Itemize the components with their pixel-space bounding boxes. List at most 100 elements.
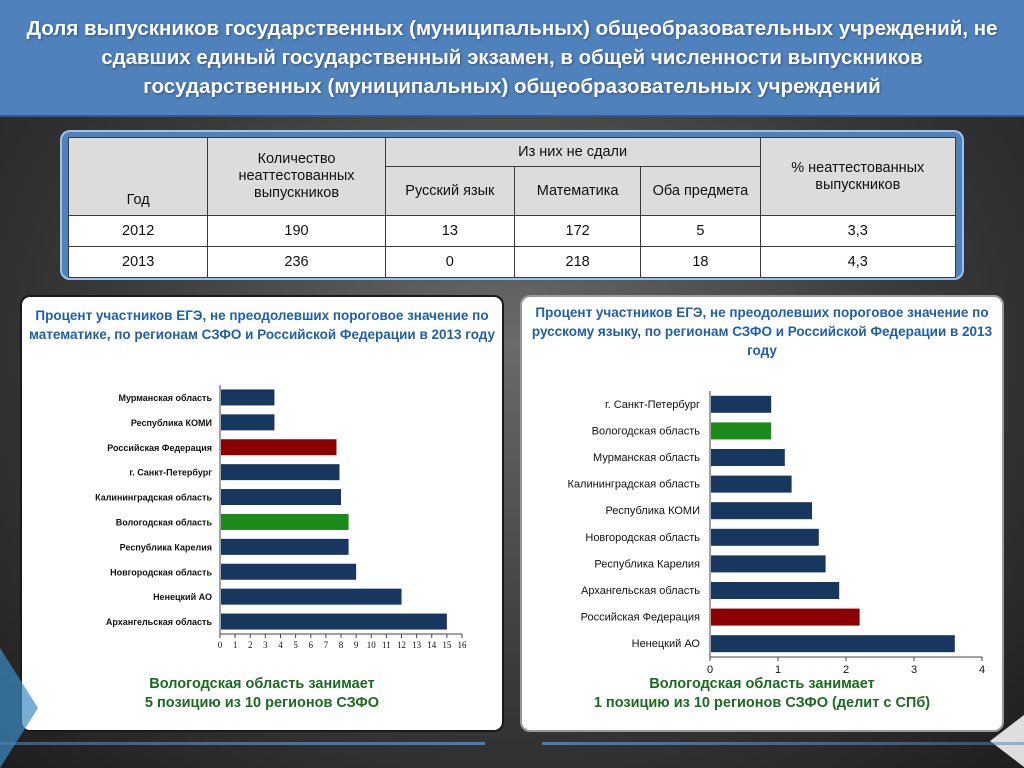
x-tick-label: 15	[442, 640, 452, 650]
category-label: Ненецкий АО	[632, 638, 701, 650]
cell-percent: 4,3	[759, 246, 957, 278]
math-footer: Вологодская область занимает 5 позицию и…	[22, 675, 502, 713]
x-tick-label: 2	[843, 664, 849, 676]
header-russian: Русский язык	[384, 166, 515, 216]
bar	[711, 608, 860, 626]
header-math: Математика	[513, 166, 642, 216]
cell-year: 2013	[67, 246, 209, 278]
title-bar: Доля выпускников государственных (муници…	[0, 0, 1024, 117]
category-label: Республика Карелия	[594, 558, 700, 570]
x-tick-label: 10	[367, 640, 377, 650]
x-tick-label: 4	[278, 640, 283, 650]
x-tick-label: 0	[707, 664, 713, 676]
category-label: Мурманская область	[118, 393, 212, 403]
bar	[221, 588, 402, 605]
category-label: Мурманская область	[593, 452, 700, 464]
cell-math: 172	[513, 215, 642, 247]
bar	[221, 613, 447, 630]
bar	[711, 582, 840, 599]
x-tick-label: 5	[293, 640, 298, 650]
header-percent: % неаттестованных выпускников	[759, 137, 957, 216]
cell-math: 218	[513, 246, 642, 278]
x-tick-label: 1	[775, 664, 781, 676]
table-subheader-row: Русский язык Математика Оба предмета	[69, 166, 956, 216]
stats-table: Год Количество неаттестованных выпускник…	[67, 137, 957, 278]
x-tick-label: 8	[339, 640, 344, 650]
slide-title: Доля выпускников государственных (муници…	[26, 17, 998, 98]
bar	[221, 538, 349, 555]
category-label: Российская Федерация	[581, 612, 700, 624]
category-label: Калининградская область	[95, 493, 212, 503]
cell-russian: 0	[384, 246, 515, 278]
bar	[711, 475, 792, 493]
bar	[221, 389, 275, 406]
cell-count: 236	[207, 246, 386, 278]
bar	[221, 563, 357, 580]
category-label: г. Санкт-Петербург	[129, 468, 212, 478]
bar	[221, 439, 337, 456]
category-label: Вологодская область	[592, 425, 701, 437]
math-footer-line1: Вологодская область занимает	[149, 676, 375, 692]
bar	[711, 635, 955, 653]
decor-line-right	[542, 742, 1024, 745]
category-label: Республика КОМИ	[605, 505, 700, 517]
x-tick-label: 13	[412, 640, 422, 650]
math-footer-line2: 5 позицию из 10 регионов СЗФО	[144, 695, 380, 711]
category-label: Республика КОМИ	[131, 418, 212, 428]
header-year: Год	[67, 137, 209, 216]
x-tick-label: 16	[458, 640, 468, 650]
x-tick-label: 6	[309, 640, 314, 650]
bar	[711, 528, 819, 546]
x-tick-label: 1	[233, 640, 238, 650]
x-tick-label: 3	[263, 640, 268, 650]
bar	[221, 414, 275, 431]
cell-both: 18	[640, 246, 761, 278]
cell-year: 2012	[67, 215, 209, 247]
russian-chart-panel: Процент участников ЕГЭ, не преодолевших …	[520, 295, 1004, 732]
cell-russian: 13	[384, 215, 515, 247]
header-both: Оба предмета	[640, 166, 761, 216]
category-label: Республика Карелия	[120, 542, 212, 552]
category-label: Архангельская область	[581, 585, 700, 597]
bar	[711, 449, 785, 466]
category-label: г. Санкт-Петербург	[605, 399, 700, 411]
decor-corner-right	[990, 715, 1024, 767]
category-label: Калининградская область	[568, 479, 701, 491]
russian-bar-chart: г. Санкт-Петербург Вологодская область Мур…	[568, 391, 985, 676]
decor-corner-left	[0, 648, 38, 768]
x-tick-label: 9	[354, 640, 359, 650]
cell-both: 5	[640, 215, 761, 247]
x-tick-label: 4	[979, 664, 985, 676]
bar	[711, 395, 772, 413]
bar	[711, 502, 812, 520]
cell-count: 190	[207, 215, 386, 247]
x-tick-label: 3	[911, 664, 917, 676]
cell-percent: 3,3	[759, 215, 957, 247]
russian-footer-line2: 1 позицию из 10 регионов СЗФО (делит с С…	[593, 695, 931, 711]
category-label: Новгородская область	[110, 567, 212, 577]
table-row: 2012 190 13 172 5 3,3	[67, 215, 957, 247]
category-label: Новгородская область	[585, 532, 700, 544]
category-label: Архангельская область	[106, 617, 213, 627]
x-tick-label: 14	[427, 640, 437, 650]
math-bar-chart: Мурманская область Республика КОМИ Российс…	[95, 385, 468, 650]
russian-footer-line1: Вологодская область занимает	[649, 676, 875, 692]
bar	[221, 464, 340, 481]
russian-chart-title: Процент участников ЕГЭ, не преодолевших …	[531, 305, 993, 358]
x-tick-label: 7	[324, 640, 329, 650]
russian-footer: Вологодская область занимает 1 позицию и…	[522, 675, 1002, 713]
x-tick-label: 0	[218, 640, 223, 650]
table-frame: Год Количество неаттестованных выпускник…	[60, 130, 964, 280]
bar	[711, 422, 772, 440]
math-chart-panel: Процент участников ЕГЭ, не преодолевших …	[20, 295, 504, 732]
category-label: Ненецкий АО	[153, 592, 212, 602]
decor-line-left	[0, 742, 485, 745]
bar	[221, 513, 349, 530]
bar	[221, 489, 341, 506]
x-tick-label: 11	[382, 640, 391, 650]
category-label: Вологодская область	[116, 517, 213, 527]
x-tick-label: 2	[248, 640, 253, 650]
header-group: Из них не сдали	[384, 137, 761, 167]
header-count: Количество неаттестованных выпускников	[207, 137, 386, 216]
category-label: Российская Федерация	[107, 443, 212, 453]
